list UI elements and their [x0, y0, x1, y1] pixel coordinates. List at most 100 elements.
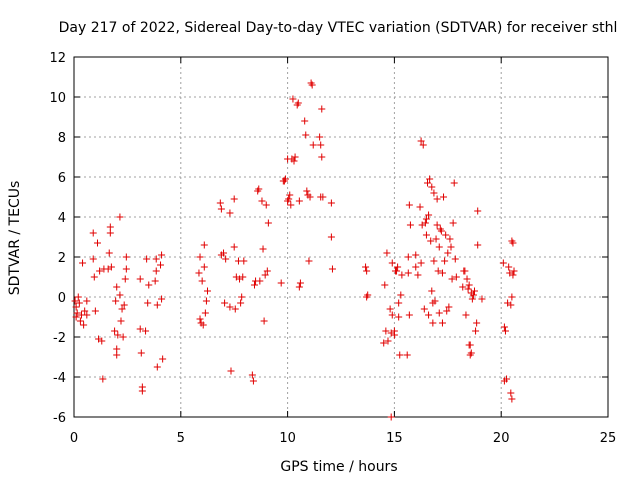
data-point — [404, 253, 412, 261]
data-point — [507, 389, 515, 397]
data-point — [122, 265, 130, 273]
data-point — [327, 199, 335, 207]
data-point — [509, 239, 517, 247]
data-point — [503, 375, 511, 383]
data-point — [220, 249, 228, 257]
data-point — [478, 295, 486, 303]
data-point — [106, 229, 114, 237]
data-point — [204, 287, 211, 295]
data-point — [99, 375, 107, 383]
data-point — [296, 279, 304, 287]
data-point — [285, 195, 293, 203]
data-point — [417, 259, 425, 267]
data-point — [463, 275, 471, 283]
data-point — [431, 297, 439, 305]
data-point — [473, 319, 481, 327]
data-point — [117, 317, 125, 325]
data-point — [428, 183, 436, 191]
y-tick-label: 12 — [49, 51, 66, 66]
data-point — [308, 81, 316, 89]
data-points — [71, 79, 518, 421]
data-point — [96, 267, 104, 275]
data-point — [226, 209, 234, 217]
data-point — [221, 299, 229, 307]
data-point — [118, 305, 126, 313]
data-point — [417, 137, 425, 145]
data-point — [89, 229, 97, 237]
data-point — [428, 287, 436, 295]
data-point — [412, 263, 420, 271]
data-point — [396, 351, 404, 359]
data-point — [432, 235, 440, 243]
data-point — [414, 271, 422, 279]
data-point — [309, 141, 317, 149]
data-point — [430, 189, 438, 197]
data-point — [398, 271, 406, 279]
data-point — [317, 141, 325, 149]
data-point — [448, 275, 456, 283]
data-point — [106, 223, 114, 231]
data-point — [277, 279, 285, 287]
data-point — [499, 259, 507, 267]
data-point — [145, 281, 153, 289]
data-point — [105, 249, 113, 257]
data-point — [435, 243, 443, 251]
data-point — [237, 299, 245, 307]
data-point — [301, 117, 309, 125]
data-point — [442, 231, 450, 239]
data-point — [121, 275, 129, 283]
data-point — [201, 309, 209, 317]
y-tick-label: 4 — [58, 211, 66, 226]
data-point — [248, 371, 256, 379]
data-point — [153, 363, 161, 371]
data-point — [116, 213, 124, 221]
data-point — [390, 327, 398, 335]
x-tick-label: 15 — [386, 431, 403, 446]
data-point — [403, 351, 411, 359]
data-point — [397, 291, 405, 299]
data-point — [421, 219, 429, 227]
data-point — [226, 303, 234, 311]
data-point — [380, 339, 388, 347]
data-point — [422, 231, 430, 239]
y-tick-label: 8 — [58, 131, 66, 146]
data-point — [262, 201, 270, 209]
x-tick-label: 5 — [177, 431, 185, 446]
data-point — [387, 413, 395, 421]
data-point — [256, 277, 264, 285]
data-point — [383, 249, 391, 257]
data-point — [435, 309, 443, 317]
data-point — [107, 263, 115, 271]
data-point — [318, 153, 326, 161]
data-point — [83, 297, 91, 305]
data-point — [255, 185, 263, 193]
data-point — [294, 99, 302, 107]
data-point — [73, 309, 81, 317]
data-point — [93, 239, 101, 247]
data-point — [364, 291, 372, 299]
data-point — [468, 295, 476, 303]
data-point — [89, 255, 97, 263]
data-point — [116, 291, 124, 299]
y-tick-label: 2 — [58, 251, 66, 266]
data-point — [281, 175, 289, 183]
data-point — [259, 245, 267, 253]
data-point — [80, 321, 88, 329]
data-point — [75, 299, 83, 307]
data-point — [137, 349, 145, 357]
data-point — [250, 281, 258, 289]
data-point — [406, 221, 414, 229]
data-point — [290, 157, 298, 165]
data-point — [113, 283, 121, 291]
data-point — [303, 187, 311, 195]
y-tick-label: 0 — [58, 291, 66, 306]
data-point — [416, 203, 424, 211]
data-point — [433, 221, 441, 229]
data-point — [404, 269, 412, 277]
data-point — [424, 179, 432, 187]
data-point — [72, 303, 80, 311]
data-point — [388, 311, 396, 319]
data-point — [461, 267, 469, 275]
data-point — [444, 249, 452, 257]
